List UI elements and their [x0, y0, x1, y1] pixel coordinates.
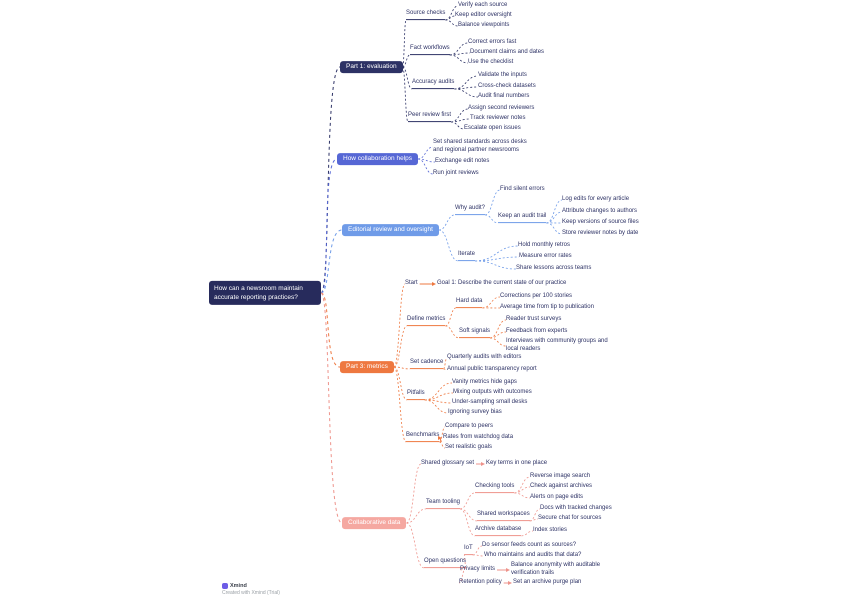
- topic-node[interactable]: Corrections per 100 stories: [500, 293, 573, 300]
- topic-node[interactable]: Set realistic goals: [445, 444, 493, 451]
- topic-node[interactable]: Rates from watchdog data: [443, 434, 514, 441]
- topic-node[interactable]: Define metrics: [407, 316, 446, 326]
- topic-node[interactable]: Attribute changes to authors: [562, 208, 638, 215]
- topic-node[interactable]: Find silent errors: [500, 186, 545, 193]
- topic-node[interactable]: Assign second reviewers: [468, 105, 535, 112]
- topic-node[interactable]: Keep an audit trail: [498, 213, 547, 223]
- topic-node[interactable]: Peer review first: [408, 112, 452, 122]
- topic-node[interactable]: Mixing outputs with outcomes: [453, 389, 532, 396]
- topic-node[interactable]: Balance viewpoints: [458, 22, 510, 29]
- topic-node[interactable]: Keep editor oversight: [455, 12, 512, 19]
- topic-node[interactable]: Set cadence: [410, 359, 444, 369]
- topic-node[interactable]: Quarterly audits with editors: [447, 354, 522, 361]
- xmind-watermark: Xmind Created with Xmind (Trial): [222, 583, 280, 596]
- topic-node[interactable]: Fact workflows: [410, 45, 450, 55]
- topic-node[interactable]: Interviews with community groups and loc…: [506, 338, 608, 352]
- topic-node[interactable]: Check against archives: [530, 483, 593, 490]
- topic-node[interactable]: Index stories: [533, 527, 568, 534]
- topic-node[interactable]: Annual public transparency report: [447, 366, 537, 373]
- topic-node[interactable]: Feedback from experts: [506, 328, 568, 335]
- root-node[interactable]: How can a newsroom maintain accurate rep…: [209, 280, 321, 306]
- topic-node[interactable]: Reader trust surveys: [506, 316, 562, 323]
- topic-node[interactable]: Exchange edit notes: [435, 158, 490, 165]
- topic-node[interactable]: Accuracy audits: [412, 79, 455, 89]
- topic-node[interactable]: Escalate open issues: [464, 125, 521, 132]
- topic-node[interactable]: Correct errors fast: [468, 39, 517, 46]
- branch-box-metrics[interactable]: Part 3: metrics: [340, 361, 394, 373]
- topic-node[interactable]: Do sensor feeds count as sources?: [482, 542, 577, 549]
- topic-node[interactable]: Hold monthly retros: [518, 242, 571, 249]
- topic-node[interactable]: Shared workspaces: [477, 511, 530, 521]
- topic-node[interactable]: Hard data: [456, 298, 483, 308]
- topic-node[interactable]: Reverse image search: [530, 473, 591, 480]
- topic-node[interactable]: Measure error rates: [519, 253, 572, 260]
- topic-node[interactable]: Share lessons across teams: [516, 265, 592, 272]
- topic-node[interactable]: Retention policy: [459, 579, 502, 586]
- topic-node[interactable]: Run joint reviews: [433, 170, 479, 177]
- topic-node[interactable]: Team tooling: [426, 499, 461, 509]
- topic-node[interactable]: Log edits for every article: [562, 196, 630, 203]
- watermark-brand: Xmind: [230, 583, 247, 589]
- topic-node[interactable]: Key terms in one place: [486, 460, 548, 467]
- topic-node[interactable]: Start: [405, 280, 418, 287]
- branch-box-collaboration[interactable]: How collaboration helps: [337, 153, 419, 165]
- topic-node[interactable]: Archive database: [475, 526, 522, 536]
- topic-node[interactable]: Document claims and dates: [470, 49, 545, 56]
- topic-node[interactable]: Docs with tracked changes: [540, 505, 612, 512]
- topic-node[interactable]: Who maintains and audits that data?: [484, 552, 582, 559]
- topic-node[interactable]: Goal 1: Describe the current state of ou…: [437, 280, 567, 287]
- topic-node[interactable]: Soft signals: [459, 328, 491, 338]
- topic-node[interactable]: Keep versions of source files: [562, 219, 639, 226]
- topic-node[interactable]: Compare to peers: [445, 423, 494, 430]
- topic-node[interactable]: Audit final numbers: [478, 93, 530, 100]
- branch-box-shared-data[interactable]: Collaborative data: [342, 517, 407, 529]
- topic-node[interactable]: IoT: [464, 545, 473, 555]
- topic-node[interactable]: Iterate: [458, 251, 476, 261]
- topic-node[interactable]: Verify each source: [458, 2, 508, 9]
- topic-node[interactable]: Cross-check datasets: [478, 83, 536, 90]
- branch-box-evaluation[interactable]: Part 1: evaluation: [340, 61, 403, 73]
- topic-node[interactable]: Benchmarks: [406, 432, 440, 442]
- topic-node[interactable]: Why audit?: [455, 205, 486, 215]
- topic-node[interactable]: Privacy limits: [460, 566, 496, 573]
- topic-node[interactable]: Ignoring survey bias: [448, 409, 502, 416]
- topic-node[interactable]: Set an archive purge plan: [513, 579, 582, 586]
- topic-node[interactable]: Shared glossary set: [421, 460, 475, 467]
- topic-node[interactable]: Balance anonymity with auditable verific…: [511, 562, 601, 576]
- topic-node[interactable]: Alerts on page edits: [530, 494, 584, 501]
- topic-node[interactable]: Validate the inputs: [478, 72, 527, 79]
- branch-box-review[interactable]: Editorial review and oversight: [342, 224, 439, 236]
- topic-node[interactable]: Set shared standards across desks and re…: [433, 139, 527, 153]
- topic-node[interactable]: Vanity metrics hide gaps: [452, 379, 517, 386]
- topic-node[interactable]: Average time from tip to publication: [500, 304, 594, 311]
- topic-node[interactable]: Under-sampling small desks: [452, 399, 528, 406]
- topic-node[interactable]: Source checks: [406, 10, 446, 20]
- xmind-logo-icon: [222, 583, 228, 589]
- topic-node[interactable]: Track reviewer notes: [470, 115, 526, 122]
- topic-node[interactable]: Open questions: [424, 558, 467, 568]
- topic-node[interactable]: Store reviewer notes by date: [562, 230, 639, 237]
- topic-node[interactable]: Pitfalls: [407, 390, 425, 400]
- topic-node[interactable]: Checking tools: [475, 483, 515, 493]
- watermark-note: Created with Xmind (Trial): [222, 590, 280, 596]
- topic-node[interactable]: Secure chat for sources: [538, 515, 602, 522]
- topic-node[interactable]: Use the checklist: [468, 59, 514, 66]
